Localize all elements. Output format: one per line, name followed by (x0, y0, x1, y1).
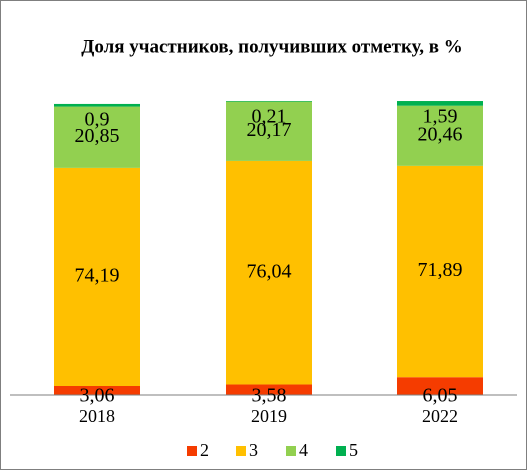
legend-swatch (336, 446, 346, 456)
bar-segment (226, 384, 312, 395)
value-label: 20,85 (75, 125, 120, 147)
value-label: 3,58 (252, 385, 287, 407)
legend-swatch (187, 446, 197, 456)
value-label: 1,59 (423, 106, 458, 128)
x-tick-label: 2022 (422, 406, 458, 426)
value-label: 6,05 (423, 385, 458, 407)
bar-segment (54, 106, 140, 168)
bar-segment (54, 167, 140, 387)
value-label: 20,46 (418, 123, 463, 145)
legend-label: 5 (349, 440, 358, 460)
value-label: 20,17 (247, 119, 292, 141)
legend-label: 2 (200, 440, 209, 460)
bar-segment (226, 101, 312, 102)
value-label: 71,89 (418, 259, 463, 281)
legend-label: 4 (299, 440, 308, 460)
x-tick-label: 2019 (251, 406, 287, 426)
bar-segment (397, 101, 483, 106)
value-label: 74,19 (75, 265, 120, 287)
bar-segment (226, 160, 312, 385)
bar-segment (397, 377, 483, 395)
legend-label: 3 (249, 440, 258, 460)
bar-segment (397, 165, 483, 378)
value-label: 0,21 (252, 106, 287, 128)
value-label: 0,9 (85, 109, 110, 131)
legend-swatch (286, 446, 296, 456)
legend-swatch (236, 446, 246, 456)
bar-segment (54, 103, 140, 107)
bar-segment (226, 101, 312, 161)
bar-segment (54, 386, 140, 395)
bar-segment (397, 105, 483, 166)
value-label: 76,04 (247, 260, 292, 282)
value-label: 3,06 (80, 385, 115, 407)
chart-title: Доля участников, получивших отметку, в % (81, 36, 462, 57)
x-tick-label: 2018 (79, 406, 115, 426)
